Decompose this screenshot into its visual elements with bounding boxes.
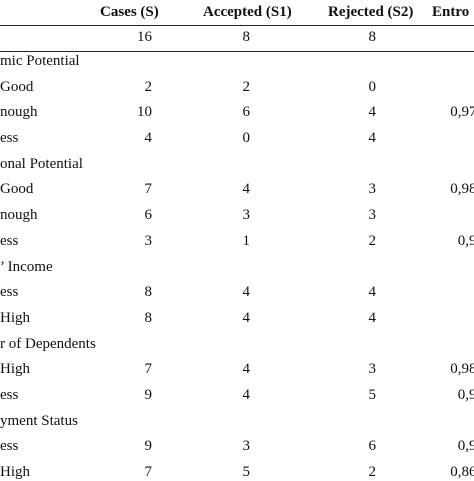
row-label: ess: [0, 233, 19, 249]
rejected-cell: 0: [368, 79, 377, 95]
accepted-cell: 2: [242, 79, 251, 95]
accepted-cell: 1: [242, 233, 251, 249]
cases-cell: 6: [144, 207, 153, 223]
accepted-cell: 4: [242, 361, 251, 377]
row-label: ess: [0, 387, 19, 403]
total-divider: [0, 51, 474, 52]
accepted-cell: 4: [242, 310, 251, 326]
row-label: High: [0, 464, 30, 480]
cases-cell: 2: [144, 79, 153, 95]
rejected-cell: 4: [368, 104, 377, 120]
cases-cell: 3: [144, 233, 153, 249]
entropy-cell: 0,970: [450, 104, 474, 120]
row-label: ess: [0, 438, 19, 454]
entropy-cell: 0,99: [457, 387, 474, 403]
cases-cell: 8: [144, 284, 153, 300]
total-rejected-cell: 8: [368, 29, 377, 45]
accepted-cell: 4: [242, 387, 251, 403]
row-label: ess: [0, 130, 19, 146]
entropy-cell: 0,985: [450, 361, 474, 377]
cases-cell: 4: [144, 130, 153, 146]
row-label: Good: [0, 181, 34, 197]
row-label: Good: [0, 79, 34, 95]
section-title: mic Potential: [0, 53, 80, 69]
accepted-cell: 4: [242, 181, 251, 197]
cases-cell: 9: [144, 387, 153, 403]
cases-cell: 7: [144, 464, 153, 480]
entropy-cell: 0,863: [450, 464, 474, 480]
rejected-cell: 2: [368, 464, 377, 480]
rejected-cell: 4: [368, 130, 377, 146]
rejected-cell: 3: [368, 361, 377, 377]
entropy-cell: 0,91: [457, 438, 474, 454]
total-accepted-cell: 8: [242, 29, 251, 45]
rejected-cell: 2: [368, 233, 377, 249]
header-accepted: Accepted (S1): [203, 4, 292, 20]
accepted-cell: 0: [242, 130, 251, 146]
header-entropy: Entro: [432, 4, 470, 20]
accepted-cell: 4: [242, 284, 251, 300]
row-label: High: [0, 361, 30, 377]
rejected-cell: 6: [368, 438, 377, 454]
accepted-cell: 3: [242, 207, 251, 223]
header-cases: Cases (S): [100, 4, 159, 20]
cases-cell: 7: [144, 361, 153, 377]
rejected-cell: 3: [368, 181, 377, 197]
row-label: nough: [0, 207, 38, 223]
row-label: ess: [0, 284, 19, 300]
rejected-cell: 3: [368, 207, 377, 223]
rejected-cell: 5: [368, 387, 377, 403]
section-title: ’ Income: [0, 258, 53, 275]
row-label: nough: [0, 104, 38, 120]
rejected-cell: 4: [368, 310, 377, 326]
accepted-cell: 6: [242, 104, 251, 120]
total-cases-cell: 16: [137, 29, 152, 45]
accepted-cell: 5: [242, 464, 251, 480]
entropy-cell: 0,985: [450, 181, 474, 197]
header-divider: [0, 25, 474, 26]
cases-cell: 10: [137, 104, 152, 120]
section-title: onal Potential: [0, 155, 83, 172]
cases-cell: 9: [144, 438, 153, 454]
row-label: High: [0, 310, 30, 326]
cases-cell: 8: [144, 310, 153, 326]
rejected-cell: 4: [368, 284, 377, 300]
accepted-cell: 3: [242, 438, 251, 454]
header-rejected: Rejected (S2): [328, 4, 414, 20]
cases-cell: 7: [144, 181, 153, 197]
section-title: yment Status: [0, 412, 78, 429]
section-title: r of Dependents: [0, 335, 96, 352]
entropy-cell: 0,91: [457, 233, 474, 249]
